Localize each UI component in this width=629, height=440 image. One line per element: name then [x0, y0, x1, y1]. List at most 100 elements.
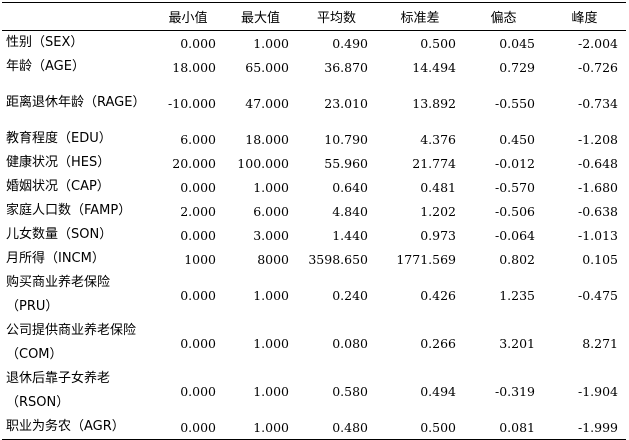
- row-label: 职业为务农（AGR）: [6, 419, 125, 434]
- header-row: 最小值 最大值 平均数 标准差 偏态 峰度: [2, 2, 626, 31]
- row-label: 退休后靠子女养老（RSON）: [6, 371, 111, 410]
- table-row: 距离退休年龄（RAGE） -10.000 47.000 23.010 13.89…: [2, 79, 626, 127]
- cell-skewness: 1.235: [499, 287, 535, 303]
- header-cell-min: 最小值: [168, 11, 208, 26]
- cell-max: 1.000: [253, 383, 289, 399]
- cell-skewness: 0.045: [499, 35, 535, 51]
- row-label: 购买商业养老保险（PRU）: [6, 275, 111, 314]
- row-label: 家庭人口数（FAMP）: [6, 203, 132, 218]
- row-label: 教育程度（EDU）: [6, 131, 112, 146]
- table-row: 公司提供商业养老保险（COM） 0.000 1.000 0.080 0.266 …: [2, 319, 626, 367]
- row-label: 婚姻状况（CAP）: [6, 179, 110, 194]
- cell-min: -10.000: [168, 95, 216, 111]
- table-body: 性别（SEX） 0.000 1.000 0.490 0.500 0.045 -2…: [2, 31, 626, 440]
- cell-mean: 10.790: [324, 131, 368, 147]
- cell-skewness: -0.550: [494, 95, 535, 111]
- cell-kurtosis: -0.648: [577, 155, 618, 171]
- cell-max: 65.000: [245, 59, 289, 75]
- cell-kurtosis: -2.004: [577, 35, 618, 51]
- header-cell-max: 最大值: [240, 11, 280, 26]
- cell-min: 0.000: [180, 335, 216, 351]
- table-row: 职业为务农（AGR） 0.000 1.000 0.480 0.500 0.081…: [2, 415, 626, 440]
- cell-kurtosis: -0.475: [577, 287, 618, 303]
- cell-mean: 1.440: [332, 227, 368, 243]
- cell-kurtosis: 8.271: [582, 335, 618, 351]
- cell-skewness: 0.081: [499, 419, 535, 435]
- cell-min: 0.000: [180, 35, 216, 51]
- cell-mean: 0.480: [332, 419, 368, 435]
- cell-kurtosis: -0.726: [577, 59, 618, 75]
- cell-std: 1771.569: [396, 251, 456, 267]
- row-label: 距离退休年龄（RAGE）: [6, 95, 146, 110]
- cell-max: 18.000: [245, 131, 289, 147]
- cell-std: 0.266: [420, 335, 456, 351]
- cell-mean: 55.960: [324, 155, 368, 171]
- table-row: 月所得（INCM） 1000 8000 3598.650 1771.569 0.…: [2, 247, 626, 271]
- cell-kurtosis: -1.680: [577, 179, 618, 195]
- cell-mean: 3598.650: [308, 251, 368, 267]
- cell-kurtosis: -1.904: [577, 383, 618, 399]
- cell-max: 47.000: [245, 95, 289, 111]
- cell-skewness: 0.450: [499, 131, 535, 147]
- cell-skewness: -0.012: [494, 155, 535, 171]
- table-row: 教育程度（EDU） 6.000 18.000 10.790 4.376 0.45…: [2, 127, 626, 151]
- cell-mean: 0.080: [332, 335, 368, 351]
- header-cell-mean: 平均数: [316, 11, 356, 26]
- row-label: 健康状况（HES）: [6, 155, 111, 170]
- cell-max: 6.000: [253, 203, 289, 219]
- cell-min: 0.000: [180, 227, 216, 243]
- cell-mean: 0.640: [332, 179, 368, 195]
- cell-kurtosis: -1.999: [577, 419, 618, 435]
- cell-mean: 4.840: [332, 203, 368, 219]
- table-row: 购买商业养老保险（PRU） 0.000 1.000 0.240 0.426 1.…: [2, 271, 626, 319]
- cell-std: 0.500: [420, 35, 456, 51]
- table-header: 最小值 最大值 平均数 标准差 偏态 峰度: [2, 2, 626, 31]
- cell-std: 0.500: [420, 419, 456, 435]
- table-row: 健康状况（HES） 20.000 100.000 55.960 21.774 -…: [2, 151, 626, 175]
- cell-skewness: -0.064: [494, 227, 535, 243]
- cell-max: 1.000: [253, 335, 289, 351]
- cell-kurtosis: 0.105: [582, 251, 618, 267]
- cell-mean: 0.490: [332, 35, 368, 51]
- row-label: 年龄（AGE）: [6, 59, 85, 74]
- cell-mean: 23.010: [324, 95, 368, 111]
- cell-skewness: -0.319: [494, 383, 535, 399]
- cell-skewness: 3.201: [499, 335, 535, 351]
- cell-skewness: 0.802: [499, 251, 535, 267]
- header-cell-kurtosis: 峰度: [571, 11, 598, 26]
- table-row: 年龄（AGE） 18.000 65.000 36.870 14.494 0.72…: [2, 55, 626, 79]
- cell-min: 0.000: [180, 179, 216, 195]
- cell-skewness: -0.506: [494, 203, 535, 219]
- table-row: 家庭人口数（FAMP） 2.000 6.000 4.840 1.202 -0.5…: [2, 199, 626, 223]
- cell-kurtosis: -1.013: [577, 227, 618, 243]
- cell-std: 0.973: [420, 227, 456, 243]
- header-cell-std: 标准差: [400, 11, 440, 26]
- cell-mean: 0.240: [332, 287, 368, 303]
- cell-kurtosis: -0.734: [577, 95, 618, 111]
- table-row: 婚姻状况（CAP） 0.000 1.000 0.640 0.481 -0.570…: [2, 175, 626, 199]
- cell-std: 0.426: [420, 287, 456, 303]
- cell-skewness: -0.570: [494, 179, 535, 195]
- row-label: 性别（SEX）: [6, 35, 84, 50]
- cell-max: 3.000: [253, 227, 289, 243]
- cell-std: 0.481: [420, 179, 456, 195]
- cell-max: 1.000: [253, 287, 289, 303]
- cell-mean: 0.580: [332, 383, 368, 399]
- cell-std: 14.494: [412, 59, 456, 75]
- cell-max: 1.000: [253, 179, 289, 195]
- cell-std: 13.892: [412, 95, 456, 111]
- cell-max: 1.000: [253, 35, 289, 51]
- cell-std: 21.774: [412, 155, 456, 171]
- cell-std: 4.376: [420, 131, 456, 147]
- cell-max: 100.000: [237, 155, 289, 171]
- cell-min: 20.000: [172, 155, 216, 171]
- cell-min: 6.000: [180, 131, 216, 147]
- cell-kurtosis: -1.208: [577, 131, 618, 147]
- table-row: 退休后靠子女养老（RSON） 0.000 1.000 0.580 0.494 -…: [2, 367, 626, 415]
- cell-skewness: 0.729: [499, 59, 535, 75]
- cell-min: 0.000: [180, 287, 216, 303]
- cell-min: 0.000: [180, 419, 216, 435]
- cell-max: 1.000: [253, 419, 289, 435]
